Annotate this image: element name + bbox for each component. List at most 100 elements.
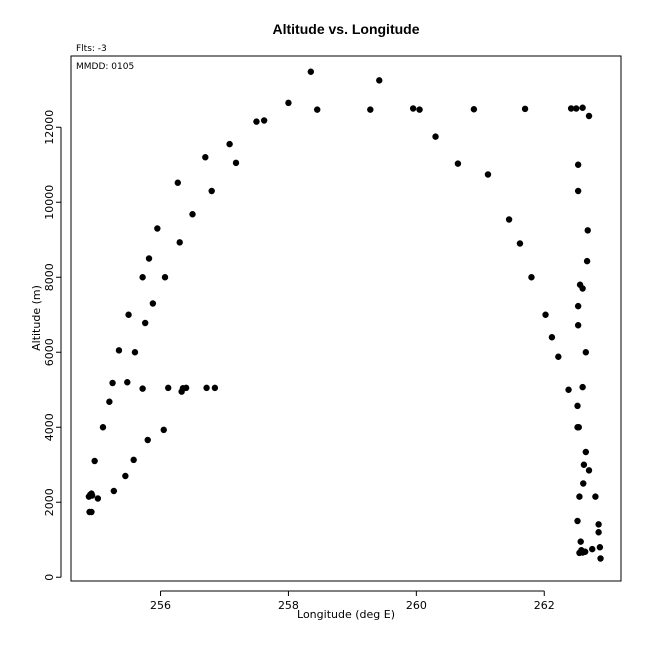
data-point — [260, 117, 268, 124]
data-point — [253, 118, 260, 125]
data-point — [161, 274, 169, 281]
x-tick-label: 258 — [278, 599, 299, 612]
data-point — [582, 448, 590, 456]
data-point — [577, 538, 584, 545]
data-point — [582, 349, 590, 356]
data-point — [176, 239, 183, 246]
data-point — [99, 424, 107, 431]
data-point — [595, 521, 602, 528]
data-point — [516, 240, 524, 247]
data-point — [584, 227, 591, 234]
data-point — [580, 461, 588, 468]
y-tick-label: 2000 — [43, 488, 56, 516]
data-points — [85, 68, 604, 562]
data-point — [202, 154, 209, 161]
data-point — [139, 274, 146, 281]
x-axis: 256 258 260 262 — [150, 590, 555, 612]
data-point — [579, 285, 586, 292]
data-point — [208, 187, 215, 195]
data-point — [432, 133, 439, 140]
data-point — [149, 300, 157, 307]
data-point — [94, 495, 102, 502]
data-point — [580, 480, 587, 487]
data-point — [125, 311, 132, 318]
data-point — [88, 492, 96, 499]
data-point — [581, 548, 589, 555]
data-point — [575, 424, 582, 431]
data-point — [521, 105, 529, 113]
y-tick-label: 12000 — [43, 110, 56, 145]
data-point — [91, 457, 98, 465]
data-point — [122, 472, 129, 480]
data-point — [109, 379, 116, 387]
y-tick-label: 6000 — [43, 338, 56, 366]
flights-annotation: Flts: -3 — [76, 44, 107, 54]
data-point — [576, 493, 583, 500]
data-point — [226, 140, 233, 148]
x-tick-label: 260 — [406, 599, 427, 612]
data-point — [574, 322, 582, 329]
data-point — [595, 529, 602, 536]
data-point — [573, 105, 580, 112]
data-point — [542, 311, 549, 318]
data-point — [583, 257, 591, 265]
y-axis-label: Altitude (m) — [30, 285, 43, 351]
y-tick-label: 0 — [43, 574, 56, 581]
data-point — [548, 334, 556, 341]
data-point — [182, 384, 190, 392]
data-point — [130, 456, 137, 464]
x-tick-label: 256 — [150, 599, 171, 612]
data-point — [574, 302, 582, 310]
data-point — [106, 398, 113, 405]
data-point — [555, 353, 562, 360]
data-point — [285, 99, 292, 107]
data-point — [416, 106, 423, 113]
data-point — [144, 436, 151, 444]
date-annotation: MMDD: 0105 — [76, 62, 134, 72]
data-point — [585, 112, 593, 120]
data-point — [131, 349, 139, 356]
data-point — [574, 517, 581, 525]
data-point — [141, 319, 149, 327]
data-point — [574, 402, 581, 410]
data-point — [565, 386, 572, 393]
x-tick-label: 262 — [534, 599, 555, 612]
data-point — [597, 555, 604, 562]
data-point — [307, 68, 315, 75]
data-point — [211, 384, 219, 392]
data-point — [409, 105, 417, 112]
data-point — [470, 106, 478, 113]
data-point — [505, 216, 513, 223]
data-point — [110, 487, 118, 495]
data-point — [589, 545, 596, 553]
plot-frame — [70, 55, 622, 582]
data-point — [484, 171, 492, 178]
data-point — [124, 379, 131, 386]
chart-title: Altitude vs. Longitude — [273, 21, 420, 37]
data-point — [376, 77, 383, 84]
data-point — [592, 493, 599, 500]
data-point — [174, 179, 182, 186]
data-point — [579, 104, 586, 111]
data-point — [579, 383, 586, 391]
y-tick-label: 8000 — [43, 263, 56, 291]
data-point — [314, 106, 321, 113]
y-tick-label: 4000 — [43, 413, 56, 441]
data-point — [145, 255, 153, 262]
data-point — [574, 161, 582, 168]
y-axis: 0 2000 4000 6000 8000 10000 12000 — [43, 110, 62, 581]
data-point — [88, 508, 95, 516]
data-point — [585, 467, 593, 474]
data-point — [139, 385, 146, 392]
data-point — [567, 105, 575, 112]
data-point — [160, 426, 167, 434]
data-point — [232, 159, 240, 167]
x-axis-label: Longitude (deg E) — [297, 608, 395, 621]
data-point — [154, 225, 161, 232]
data-point — [203, 384, 210, 392]
data-point — [165, 384, 172, 392]
data-point — [596, 544, 604, 551]
data-point — [189, 211, 196, 218]
data-point — [454, 160, 462, 167]
